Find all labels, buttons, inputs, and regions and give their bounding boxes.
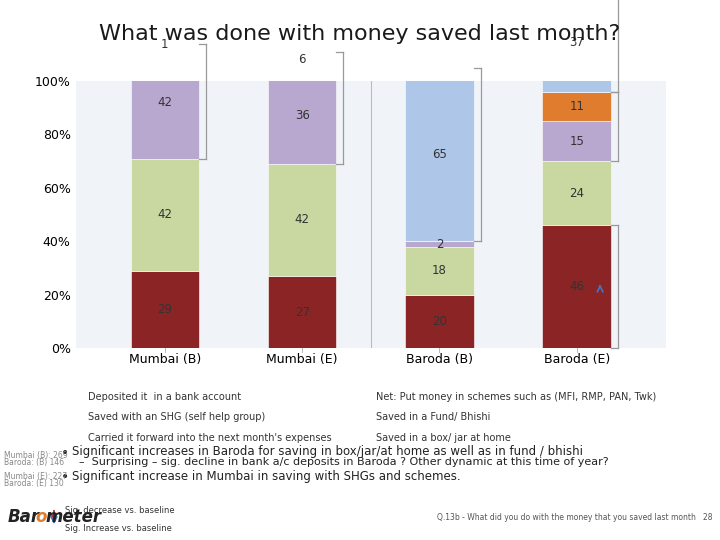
Text: 20: 20 <box>432 315 447 328</box>
Text: •: • <box>61 470 69 484</box>
Text: 11: 11 <box>570 100 584 113</box>
Text: Net: Put money in schemes such as (MFI, RMP, PAN, Twk): Net: Put money in schemes such as (MFI, … <box>376 392 656 402</box>
Bar <box>130 271 199 348</box>
Text: 42: 42 <box>158 208 172 221</box>
Text: 37: 37 <box>570 36 584 49</box>
Text: Significant increases in Baroda for saving in box/jar/at home as well as in fund: Significant increases in Baroda for savi… <box>72 446 583 458</box>
Text: Saved in a box/ jar at home: Saved in a box/ jar at home <box>376 433 510 443</box>
Bar <box>542 92 611 121</box>
Bar <box>405 68 474 241</box>
Bar <box>542 225 611 348</box>
Text: 43: 43 <box>294 0 310 1</box>
Bar <box>268 164 336 276</box>
Bar <box>405 295 474 348</box>
Bar <box>268 0 336 52</box>
Bar <box>268 68 336 164</box>
Bar <box>130 44 199 46</box>
Bar <box>268 276 336 348</box>
Text: meter: meter <box>45 508 102 526</box>
Text: What was done with money saved last month?: What was done with money saved last mont… <box>99 24 621 44</box>
Bar <box>542 0 611 92</box>
Text: 6: 6 <box>298 53 306 66</box>
Text: 24: 24 <box>570 187 584 200</box>
Text: Sig. Increase vs. baseline: Sig. Increase vs. baseline <box>65 524 171 533</box>
Bar <box>130 46 199 159</box>
Bar <box>130 159 199 271</box>
Text: 15: 15 <box>570 134 584 147</box>
Text: –  Surprising – sig. decline in bank a/c deposits in Baroda ? Other dynamic at t: – Surprising – sig. decline in bank a/c … <box>79 457 609 468</box>
Text: 42: 42 <box>294 213 310 226</box>
Text: 42: 42 <box>158 96 172 109</box>
Text: 36: 36 <box>158 0 172 2</box>
Text: 29: 29 <box>158 303 172 316</box>
Text: o: o <box>35 508 47 526</box>
Text: 36: 36 <box>294 109 310 122</box>
Text: Mumbai (B): 269: Mumbai (B): 269 <box>4 451 67 460</box>
Bar <box>542 161 611 225</box>
Text: 18: 18 <box>432 264 447 277</box>
Text: Carried it forward into the next month's expenses: Carried it forward into the next month's… <box>88 433 331 443</box>
Text: Significant increase in Mumbai in saving with SHGs and schemes.: Significant increase in Mumbai in saving… <box>72 470 461 483</box>
Bar <box>542 121 611 161</box>
Bar <box>130 0 199 44</box>
Text: Saved with an SHG (self help group): Saved with an SHG (self help group) <box>88 413 265 422</box>
Bar <box>405 241 474 247</box>
Text: Q.13b - What did you do with the money that you saved last month   28: Q.13b - What did you do with the money t… <box>437 512 713 522</box>
Text: 1: 1 <box>161 38 168 51</box>
Text: Baroda: (B) 146: Baroda: (B) 146 <box>4 458 64 467</box>
Bar <box>268 52 336 68</box>
Text: •: • <box>61 446 69 460</box>
Text: 2: 2 <box>436 238 444 251</box>
Text: Baroda: (E) 130: Baroda: (E) 130 <box>4 479 63 488</box>
Text: Bar: Bar <box>7 508 40 526</box>
Text: 46: 46 <box>570 280 584 293</box>
Text: 27: 27 <box>294 306 310 319</box>
Text: Mumbai (E): 227: Mumbai (E): 227 <box>4 472 67 481</box>
Text: Deposited it  in a bank account: Deposited it in a bank account <box>88 392 241 402</box>
Text: 65: 65 <box>432 148 447 161</box>
Text: Saved in a Fund/ Bhishi: Saved in a Fund/ Bhishi <box>376 413 490 422</box>
Text: Sig. decrease vs. baseline: Sig. decrease vs. baseline <box>65 505 174 515</box>
Bar <box>405 247 474 295</box>
